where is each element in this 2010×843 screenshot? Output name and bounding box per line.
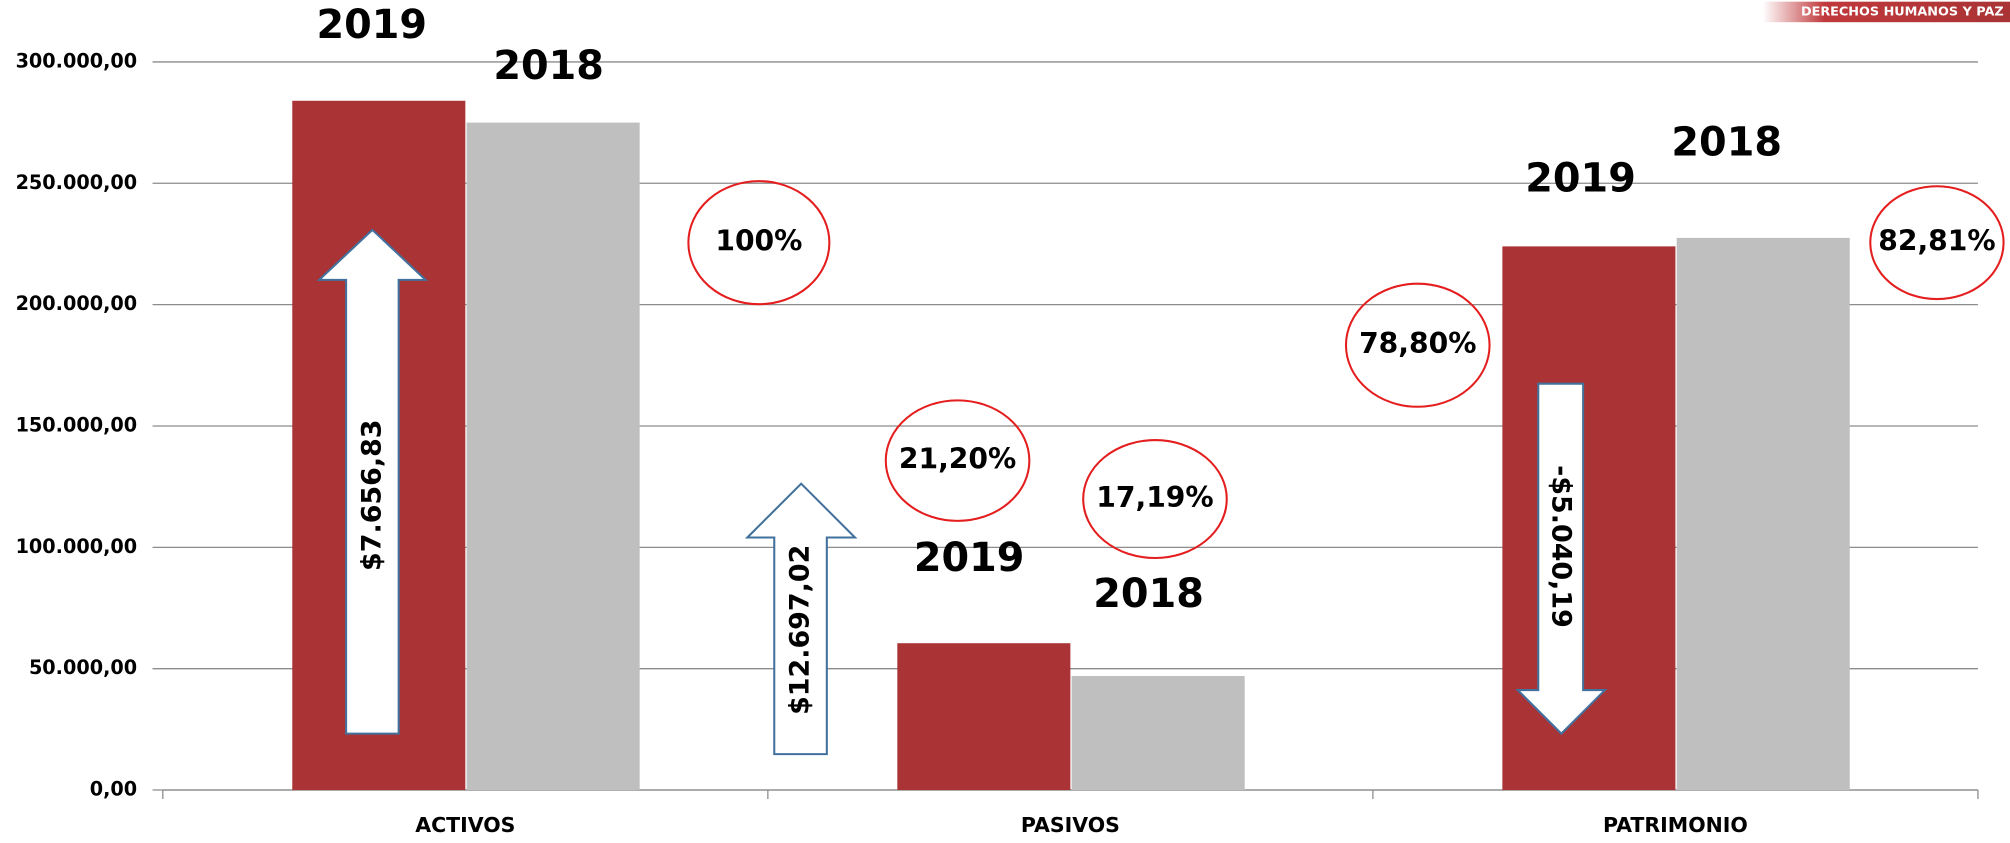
x-tick-label: PASIVOS bbox=[1021, 813, 1120, 837]
x-tick-label: PATRIMONIO bbox=[1603, 813, 1748, 837]
y-tick-label: 250.000,00 bbox=[16, 171, 138, 194]
y-tick-label: 0,00 bbox=[90, 778, 137, 801]
year-label: 2018 bbox=[1671, 120, 1782, 166]
percent-circle bbox=[687, 180, 831, 306]
percent-circle bbox=[1344, 282, 1491, 408]
arrow-label: -$5.040,19 bbox=[1546, 465, 1577, 628]
year-label: 2018 bbox=[493, 43, 604, 89]
year-label: 2019 bbox=[914, 535, 1025, 581]
x-tick-label: ACTIVOS bbox=[415, 813, 515, 837]
bar bbox=[1676, 237, 1850, 791]
percent-label: 17,19% bbox=[1096, 481, 1213, 514]
brand-text: DERECHOS HUMANOS Y PAZ bbox=[1801, 4, 2004, 19]
percent-label: 100% bbox=[715, 225, 802, 258]
y-tick-label: 100.000,00 bbox=[16, 535, 138, 558]
brand-banner bbox=[1762, 1, 2010, 23]
year-label: 2019 bbox=[1525, 156, 1636, 202]
percent-circle bbox=[884, 399, 1031, 522]
bar bbox=[1502, 246, 1676, 791]
percent-label: 21,20% bbox=[899, 443, 1016, 476]
bar bbox=[1071, 675, 1245, 791]
arrow bbox=[1515, 382, 1608, 736]
arrow bbox=[316, 228, 429, 735]
percent-circle bbox=[1082, 439, 1228, 560]
year-label: 2018 bbox=[1093, 571, 1204, 617]
y-tick-label: 50.000,00 bbox=[29, 656, 137, 679]
y-tick-label: 200.000,00 bbox=[16, 292, 138, 315]
year-label: 2019 bbox=[316, 2, 427, 48]
arrow-label: $12.697,02 bbox=[785, 545, 816, 715]
arrow-label: $7.656,83 bbox=[357, 419, 388, 571]
y-tick-label: 300.000,00 bbox=[16, 49, 138, 72]
arrow bbox=[744, 482, 858, 756]
percent-label: 78,80% bbox=[1359, 327, 1476, 360]
bar bbox=[897, 643, 1071, 791]
percent-label: 82,81% bbox=[1878, 225, 1995, 258]
bar bbox=[466, 122, 640, 791]
y-tick-label: 150.000,00 bbox=[16, 413, 138, 436]
percent-circle bbox=[1869, 185, 2005, 301]
